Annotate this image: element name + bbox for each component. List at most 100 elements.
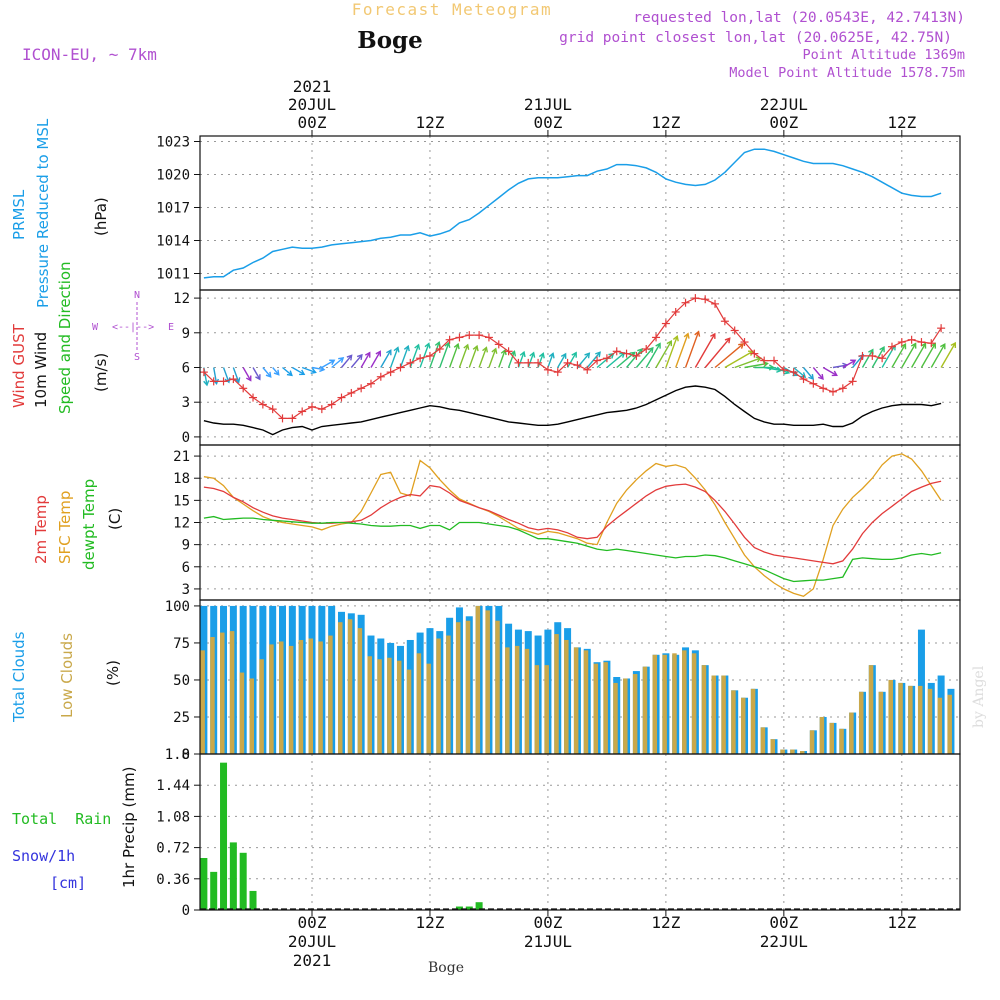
low-cloud-bar xyxy=(809,730,815,754)
wind-arrow-head xyxy=(364,351,371,358)
low-cloud-bar xyxy=(416,653,422,754)
wind-arrow-head xyxy=(808,373,815,381)
wind-arrow xyxy=(232,367,240,383)
wind-arrow-head xyxy=(595,351,601,358)
wind-arrow xyxy=(606,352,625,369)
y-tick-label: 12 xyxy=(173,516,190,532)
low-cloud-bar xyxy=(623,678,628,754)
wind-arrow xyxy=(448,343,459,368)
precip-label-rain: Total Rain xyxy=(12,810,111,828)
temp-unit: (C) xyxy=(106,508,124,530)
pressure-grid xyxy=(200,136,960,290)
wind-arrow xyxy=(645,343,661,368)
wind-label: Wind GUST 10m Wind Speed and Direction (… xyxy=(10,261,174,414)
low-cloud-bar xyxy=(908,685,913,754)
compass-s: S xyxy=(134,352,140,363)
low-cloud-bar xyxy=(750,688,756,754)
low-cloud-bar xyxy=(554,634,559,754)
bottom-tick-date: 22JUL xyxy=(760,932,808,951)
wind-arrow-head xyxy=(463,343,470,350)
low-cloud-bar xyxy=(220,632,225,754)
y-tick-label: 15 xyxy=(173,493,190,509)
low-cloud-bar xyxy=(947,694,952,754)
low-cloud-bar xyxy=(682,650,687,754)
low-cloud-bar xyxy=(741,697,746,754)
wind-arrow xyxy=(439,342,450,368)
wind-arrow xyxy=(468,345,478,368)
compass-dash: <--|--> xyxy=(112,322,154,333)
grid-point-coords: grid point closest lon,lat (20.0625E, 42… xyxy=(559,30,952,46)
wind-arrow-head xyxy=(329,359,336,366)
temp-label-dewpt: dewpt Temp xyxy=(80,479,98,570)
temperature-panel: 3 6 9 12 15 18 21 xyxy=(173,444,961,601)
wind-unit: (m/s) xyxy=(92,353,110,392)
wind-arrow-head xyxy=(273,369,280,376)
low-cloud-bar xyxy=(337,622,343,754)
wind-arrow xyxy=(901,343,917,368)
wind-arrow xyxy=(547,353,554,368)
wind-arrow-head xyxy=(319,365,326,373)
low-cloud-bar xyxy=(377,659,382,754)
precip-grid xyxy=(200,753,960,911)
bottom-tick-hour: 00Z xyxy=(533,913,562,932)
temperature-label: 2m Temp SFC Temp dewpt Temp (C) xyxy=(32,479,124,570)
wind-arrow-head xyxy=(444,341,451,348)
compass-n: N xyxy=(134,290,140,301)
wind-arrow xyxy=(822,366,838,376)
wind-label-gust: Wind GUST xyxy=(10,323,28,408)
wind-arrow xyxy=(832,364,848,369)
y-tick-label: 0 xyxy=(182,747,190,763)
top-tick-hour: 00Z xyxy=(298,113,327,132)
wind-gust-line xyxy=(203,297,942,419)
wind-arrow-head xyxy=(738,343,745,349)
wind-arrow xyxy=(635,347,654,368)
wind-arrow xyxy=(478,347,488,368)
y-tick-label: 9 xyxy=(182,538,190,554)
y-tick-label: 0 xyxy=(182,430,190,446)
precip-label: Total Rain Snow/1h [cm] 1hr Precip (mm) xyxy=(12,767,138,892)
wind-arrow-head xyxy=(910,342,917,349)
low-cloud-bar xyxy=(210,637,215,754)
top-tick-hour: 12Z xyxy=(416,113,445,132)
pressure-unit: (hPa) xyxy=(92,197,110,236)
cloud-bars xyxy=(200,605,955,754)
watermark: by Angel xyxy=(971,665,987,728)
bottom-tick-date: 20JUL xyxy=(288,932,336,951)
wind-arrow xyxy=(380,349,392,368)
top-tick-date: 22JUL xyxy=(760,95,808,114)
pressure-line xyxy=(203,148,942,279)
top-tick-date: 20JUL xyxy=(288,95,336,114)
low-cloud-bar xyxy=(839,728,844,754)
low-cloud-bar xyxy=(662,654,667,754)
wind-arrow-head xyxy=(500,348,507,356)
low-cloud-bar xyxy=(849,712,854,754)
wind-arrow-head xyxy=(491,347,498,354)
low-cloud-bar xyxy=(505,647,510,754)
wind-arrow xyxy=(409,344,420,368)
precip-unit: 1hr Precip (mm) xyxy=(120,767,138,888)
low-cloud-bar xyxy=(229,631,235,754)
wind-arrow-head xyxy=(482,346,489,353)
low-cloud-bar xyxy=(446,635,451,754)
low-cloud-bar xyxy=(583,650,589,754)
rain-bar xyxy=(475,902,483,910)
y-tick-label: 0 xyxy=(182,903,190,919)
top-tick-hour: 12Z xyxy=(887,113,916,132)
low-cloud-bar xyxy=(357,628,363,754)
wind-arrow xyxy=(517,351,525,368)
wind-arrow-head xyxy=(255,374,261,381)
wind-arrow-head xyxy=(818,373,824,381)
rain-bars xyxy=(200,762,483,910)
wind-arrow-head xyxy=(403,344,410,352)
clouds-unit: (%) xyxy=(104,660,122,686)
low-cloud-bar xyxy=(308,638,313,754)
low-cloud-bar xyxy=(770,739,776,754)
wind-arrow xyxy=(301,366,316,374)
y-tick-label: 75 xyxy=(173,636,190,652)
wind-arrow-head xyxy=(245,375,252,382)
wind-arrow xyxy=(527,352,535,368)
wind-arrow xyxy=(340,355,353,368)
low-cloud-bar xyxy=(888,679,893,754)
y-tick-label: 1.08 xyxy=(156,809,190,825)
